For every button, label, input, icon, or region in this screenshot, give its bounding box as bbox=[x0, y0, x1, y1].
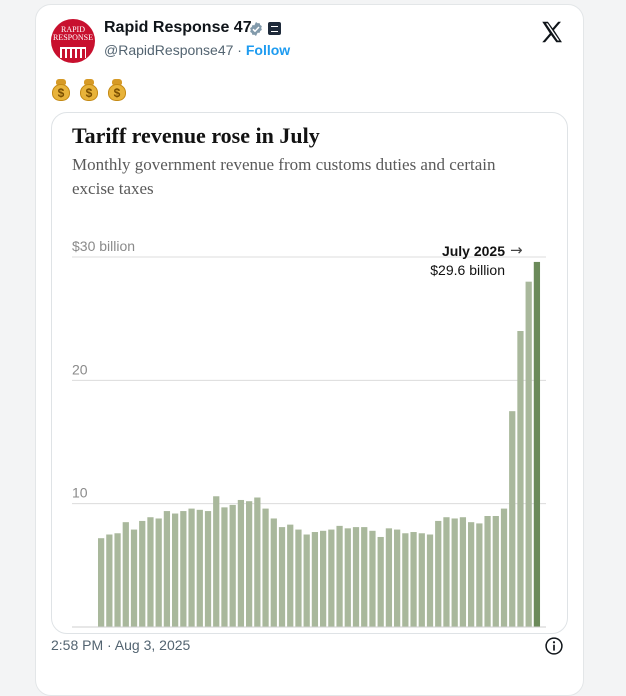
bar bbox=[352, 527, 360, 627]
verified-badge-icon bbox=[250, 22, 262, 36]
bar bbox=[426, 534, 434, 627]
bar bbox=[517, 331, 524, 627]
tweet-text: $ $ $ bbox=[50, 79, 134, 105]
bar bbox=[122, 522, 129, 627]
bar bbox=[369, 530, 376, 627]
bar bbox=[484, 516, 491, 627]
bar bbox=[237, 499, 245, 627]
money-bag-icon: $ bbox=[106, 79, 128, 101]
bar bbox=[311, 532, 319, 627]
bar bbox=[295, 529, 302, 627]
bar bbox=[320, 530, 327, 627]
bar bbox=[180, 511, 187, 627]
bar bbox=[435, 520, 442, 627]
author-handle[interactable]: @RapidResponse47 bbox=[104, 42, 234, 58]
bar bbox=[328, 529, 335, 627]
bar bbox=[163, 511, 171, 627]
chart-title: Tariff revenue rose in July bbox=[72, 123, 320, 148]
bar bbox=[459, 517, 467, 627]
bar bbox=[147, 517, 154, 627]
bar bbox=[246, 501, 253, 627]
bar bbox=[155, 518, 162, 627]
bar bbox=[172, 513, 179, 627]
bar bbox=[377, 536, 384, 627]
bar bbox=[468, 522, 475, 627]
bar bbox=[287, 524, 294, 627]
bar bbox=[361, 527, 368, 627]
timestamp[interactable]: 2:58 PM · Aug 3, 2025 bbox=[51, 637, 191, 653]
bar bbox=[344, 528, 351, 627]
tweet-card[interactable]: RAPID RESPONSE Rapid Response 47 @RapidR… bbox=[35, 4, 584, 696]
avatar[interactable]: RAPID RESPONSE bbox=[51, 19, 95, 63]
bar bbox=[525, 281, 532, 627]
bar bbox=[418, 533, 425, 627]
bar bbox=[476, 523, 483, 627]
separator-dot: · bbox=[237, 42, 242, 58]
handle-row: @RapidResponse47 · Follow bbox=[104, 42, 290, 58]
bar bbox=[196, 509, 203, 627]
money-bag-icon: $ bbox=[78, 79, 100, 101]
bar bbox=[443, 517, 450, 627]
author-name[interactable]: Rapid Response 47 bbox=[104, 19, 252, 36]
annotation-arrow: → bbox=[510, 241, 523, 259]
bar bbox=[410, 532, 417, 627]
bar bbox=[213, 496, 220, 627]
annotation-label: July 2025 bbox=[442, 243, 505, 259]
bar bbox=[394, 529, 401, 627]
bar bbox=[98, 538, 105, 627]
chart-image[interactable]: Tariff revenue rose in July Monthly gove… bbox=[51, 112, 568, 634]
bar bbox=[509, 411, 516, 627]
bar bbox=[451, 518, 458, 627]
bar bbox=[303, 534, 310, 627]
bar bbox=[500, 508, 508, 627]
annotation-value: $29.6 billion bbox=[430, 262, 505, 278]
info-icon[interactable] bbox=[544, 636, 564, 656]
avatar-building-graphic bbox=[60, 47, 86, 58]
y-tick-label: 10 bbox=[72, 485, 88, 501]
bar bbox=[262, 508, 269, 627]
bar bbox=[130, 529, 138, 627]
bar bbox=[188, 508, 195, 627]
chart-subtitle: Monthly government revenue from customs … bbox=[72, 155, 496, 198]
bar-chart: $30 billion 20 10 July 2025 $29.6 billion → bbox=[72, 238, 546, 628]
x-logo-icon[interactable] bbox=[539, 19, 565, 45]
follow-button[interactable]: Follow bbox=[245, 42, 291, 58]
bar bbox=[221, 507, 228, 627]
y-tick-label: 20 bbox=[72, 361, 88, 377]
bar bbox=[139, 520, 146, 627]
bar bbox=[533, 261, 541, 627]
y-tick-label: $30 billion bbox=[72, 238, 135, 254]
bar bbox=[270, 518, 277, 627]
affiliation-badge-icon bbox=[268, 22, 281, 35]
bar bbox=[114, 533, 121, 627]
bar bbox=[336, 525, 343, 627]
bar bbox=[204, 511, 212, 627]
money-bag-icon: $ bbox=[50, 79, 72, 101]
bar bbox=[402, 533, 409, 627]
bar bbox=[385, 528, 393, 627]
bar bbox=[254, 497, 261, 627]
bar bbox=[229, 504, 236, 627]
avatar-logo-text: RAPID RESPONSE bbox=[52, 25, 93, 42]
bar bbox=[492, 516, 499, 627]
bar bbox=[278, 527, 286, 627]
bar bbox=[106, 534, 113, 627]
